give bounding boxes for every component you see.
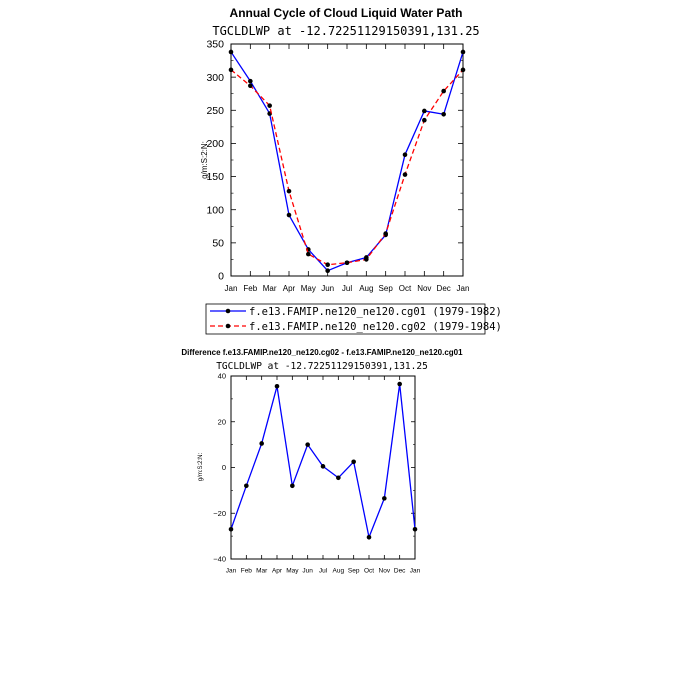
top-series-2-point [460,67,466,73]
top-ytick-label: 300 [206,72,224,84]
top-xtick-label: Feb [243,284,257,293]
top-ytick-label: 0 [218,271,224,283]
top-xtick-label: Sep [379,284,394,293]
bottom-chart-subtitle: TGCLDLWP at -12.72251129150391,131.25 [216,361,428,372]
top-series-1-point [402,152,408,157]
bottom-ytick-label: 0 [222,463,226,472]
bottom-series-1-point [228,526,234,532]
bottom-series-1-point [320,464,326,469]
top-series-2-point [306,251,311,257]
bottom-xtick-label: Jun [302,568,313,575]
bottom-xtick-label: Aug [333,568,345,575]
top-chart-legend: f.e13.FAMIP.ne120_ne120.cg01 (1979-1982)… [205,303,502,335]
top-chart-title: Annual Cycle of Cloud Liquid Water Path [230,6,463,20]
bottom-xtick-label: Dec [394,568,406,575]
top-series-2-point [364,257,369,262]
top-series-1-point [248,78,253,84]
top-xtick-label: Jan [457,284,470,293]
top-plot-frame [230,43,464,277]
bottom-series-1-point [336,475,341,481]
top-xtick-label: Aug [359,284,373,293]
bottom-xtick-label: Jan [410,568,421,575]
top-xtick-label: Jan [225,284,238,293]
top-ytick-label: 50 [212,238,224,250]
top-series-2-point [402,172,408,177]
bottom-series-1-point [382,496,387,501]
bottom-series-1-point [351,459,356,465]
top-series-2-point [228,67,234,73]
bottom-xtick-label: May [286,568,299,575]
bottom-ytick-label: −40 [213,555,226,564]
bottom-xtick-label: Mar [256,568,268,575]
top-ytick-label: 250 [206,105,224,117]
top-series-2-point [383,231,388,236]
legend-marker-series-2 [225,323,231,329]
bottom-series-1-point [366,534,372,540]
top-series-1-point [325,268,330,273]
top-ytick-label: 350 [206,39,224,51]
top-series-1-point [286,212,292,218]
legend-marker-series-1 [225,308,231,314]
bottom-series-1-point [412,526,418,532]
bottom-xtick-label: Jul [319,568,328,575]
top-xtick-label: Dec [437,284,451,293]
top-xtick-label: Jun [321,284,334,293]
top-series-2-point [248,83,253,89]
top-series-1-point [422,108,427,114]
top-xtick-label: Nov [417,284,431,293]
bottom-xtick-label: Jan [226,568,237,575]
top-chart-subtitle: TGCLDLWP at -12.72251129150391,131.25 [212,24,479,38]
legend-frame [205,303,486,335]
top-series-2-line [230,69,464,266]
top-xtick-label: Oct [399,284,412,293]
top-xtick-label: Apr [283,284,296,293]
bottom-xtick-label: Apr [272,568,283,575]
top-series-2-point [344,260,350,266]
top-chart-ylabel: g/m:S:2:N: [200,141,209,179]
bottom-xtick-label: Nov [379,568,391,575]
bottom-series-1-point [290,483,295,489]
top-xtick-label: May [301,284,316,293]
top-series-2-point [267,103,272,108]
top-series-2-point [422,117,427,123]
bottom-xtick-label: Sep [348,568,360,575]
bottom-ytick-label: 40 [218,372,226,381]
bottom-ytick-label: −20 [213,509,226,518]
bottom-chart-title: Difference f.e13.FAMIP.ne120_ne120.cg02 … [181,348,463,357]
bottom-xtick-label: Feb [241,568,253,575]
top-series-1-point [228,49,234,55]
top-series-2-point [325,262,330,268]
top-ytick-label: 100 [206,204,224,216]
top-series-1-line [230,51,464,272]
bottom-xtick-label: Oct [364,568,374,575]
bottom-series-1-point [397,381,402,387]
top-xtick-label: Mar [263,284,277,293]
bottom-series-1-point [274,383,280,389]
top-series-2-point [441,88,446,94]
bottom-series-1-point [259,441,264,446]
bottom-ytick-label: 20 [218,417,226,426]
bottom-series-1-line [230,383,416,538]
top-ytick-label: 200 [206,138,224,150]
bottom-series-1-point [305,442,310,447]
top-series-1-point [460,49,466,55]
top-xtick-label: Jul [342,284,352,293]
bottom-series-1-point [244,483,249,489]
top-series-2-point [286,188,292,194]
top-series-1-point [441,111,446,117]
legend-label-series-2: f.e13.FAMIP.ne120_ne120.cg02 (1979-1984) [249,321,502,333]
top-ytick-label: 150 [206,171,224,183]
bottom-chart-ylabel: g/m:S:2:N: [198,452,204,481]
legend-label-series-1: f.e13.FAMIP.ne120_ne120.cg01 (1979-1982) [249,306,502,318]
